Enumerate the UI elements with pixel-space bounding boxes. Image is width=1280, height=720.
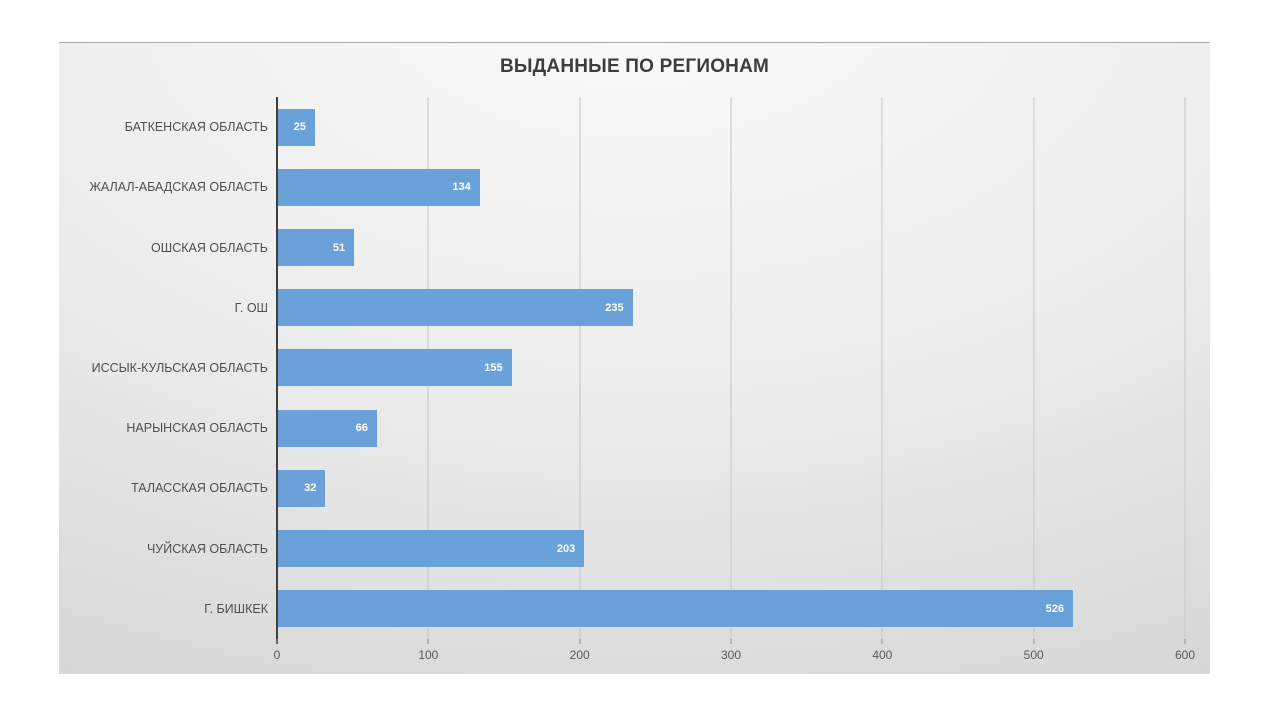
bar: 134 — [277, 168, 480, 206]
tick-label: 100 — [418, 648, 439, 662]
bar-value-label: 25 — [293, 121, 306, 134]
gridline — [1184, 97, 1186, 639]
bar-row: 25 — [277, 97, 1185, 157]
value-axis-tick-labels: 0 100 200 300 400 500 600 — [273, 648, 1195, 664]
bar-value-label: 32 — [304, 482, 317, 495]
tick-label: 200 — [569, 648, 590, 662]
category-label: ЖАЛАЛ-АБАДСКАЯ ОБЛАСТЬ — [89, 180, 268, 195]
category-label: Г. ОШ — [234, 300, 268, 315]
tick-label: 600 — [1174, 648, 1196, 662]
category-label: НАРЫНСКАЯ ОБЛАСТЬ — [126, 421, 268, 436]
chart-title: ВЫДАННЫЕ ПО РЕГИОНАМ — [499, 56, 770, 77]
tick-label: 300 — [720, 648, 742, 662]
bar-value-label: 526 — [1045, 602, 1064, 615]
category-label: БАТКЕНСКАЯ ОБЛАСТЬ — [124, 120, 268, 135]
bar: 235 — [277, 289, 633, 327]
bar-value-label: 155 — [484, 361, 503, 374]
bar-row: 134 — [277, 157, 1185, 217]
gridline — [881, 97, 883, 639]
category-label: ТАЛАССКАЯ ОБЛАСТЬ — [131, 481, 268, 496]
tick-mark — [579, 639, 581, 644]
tick-mark — [276, 639, 278, 644]
bar: 32 — [277, 469, 326, 507]
tick-mark — [1033, 639, 1035, 644]
bar-row: 66 — [277, 398, 1185, 458]
bar: 203 — [277, 530, 585, 568]
tick-mark — [427, 639, 429, 644]
plot-area: 25 134 51 235 155 66 32 203 526 — [276, 97, 1186, 644]
bar-value-label: 203 — [556, 542, 576, 555]
bar-value-label: 134 — [452, 181, 471, 194]
bar: 155 — [277, 349, 512, 387]
tick-label: 400 — [872, 648, 893, 662]
bar: 25 — [277, 108, 315, 146]
bar-value-label: 51 — [332, 241, 346, 254]
bar: 66 — [277, 409, 377, 447]
tick-mark — [730, 639, 732, 644]
bar-row: 32 — [277, 458, 1185, 518]
gridline — [1033, 97, 1035, 639]
category-labels: БАТКЕНСКАЯ ОБЛАСТЬ ЖАЛАЛ-АБАДСКАЯ ОБЛАСТЬ… — [59, 97, 268, 639]
category-label: Г. БИШКЕК — [204, 601, 268, 616]
bar-row: 526 — [277, 579, 1185, 639]
bar-value-label: 235 — [605, 301, 624, 314]
category-label: ИССЫК-КУЛЬСКАЯ ОБЛАСТЬ — [91, 360, 268, 375]
bar-row: 155 — [277, 338, 1185, 398]
tick-mark — [881, 639, 883, 644]
bar-row: 51 — [277, 217, 1185, 277]
category-label: ЧУЙСКАЯ ОБЛАСТЬ — [146, 541, 268, 556]
bar-row: 235 — [277, 278, 1185, 338]
gridline — [730, 97, 732, 639]
bar: 526 — [277, 590, 1073, 628]
bar-rows: 25 134 51 235 155 66 32 203 526 — [277, 97, 1185, 639]
bar-value-label: 66 — [355, 422, 368, 435]
value-axis-tick-marks — [276, 639, 1186, 644]
tick-label: 500 — [1023, 648, 1044, 662]
category-label: ОШСКАЯ ОБЛАСТЬ — [151, 240, 268, 255]
chart-widget[interactable]: ВЫДАННЫЕ ПО РЕГИОНАМ БАТКЕНСКАЯ ОБЛАСТЬ Ж… — [59, 42, 1210, 674]
bar: 51 — [277, 229, 355, 267]
tick-mark — [1184, 639, 1186, 644]
tick-label: 0 — [273, 648, 281, 662]
bar-row: 203 — [277, 519, 1185, 579]
gridline — [579, 97, 581, 639]
category-axis-line — [276, 97, 278, 644]
